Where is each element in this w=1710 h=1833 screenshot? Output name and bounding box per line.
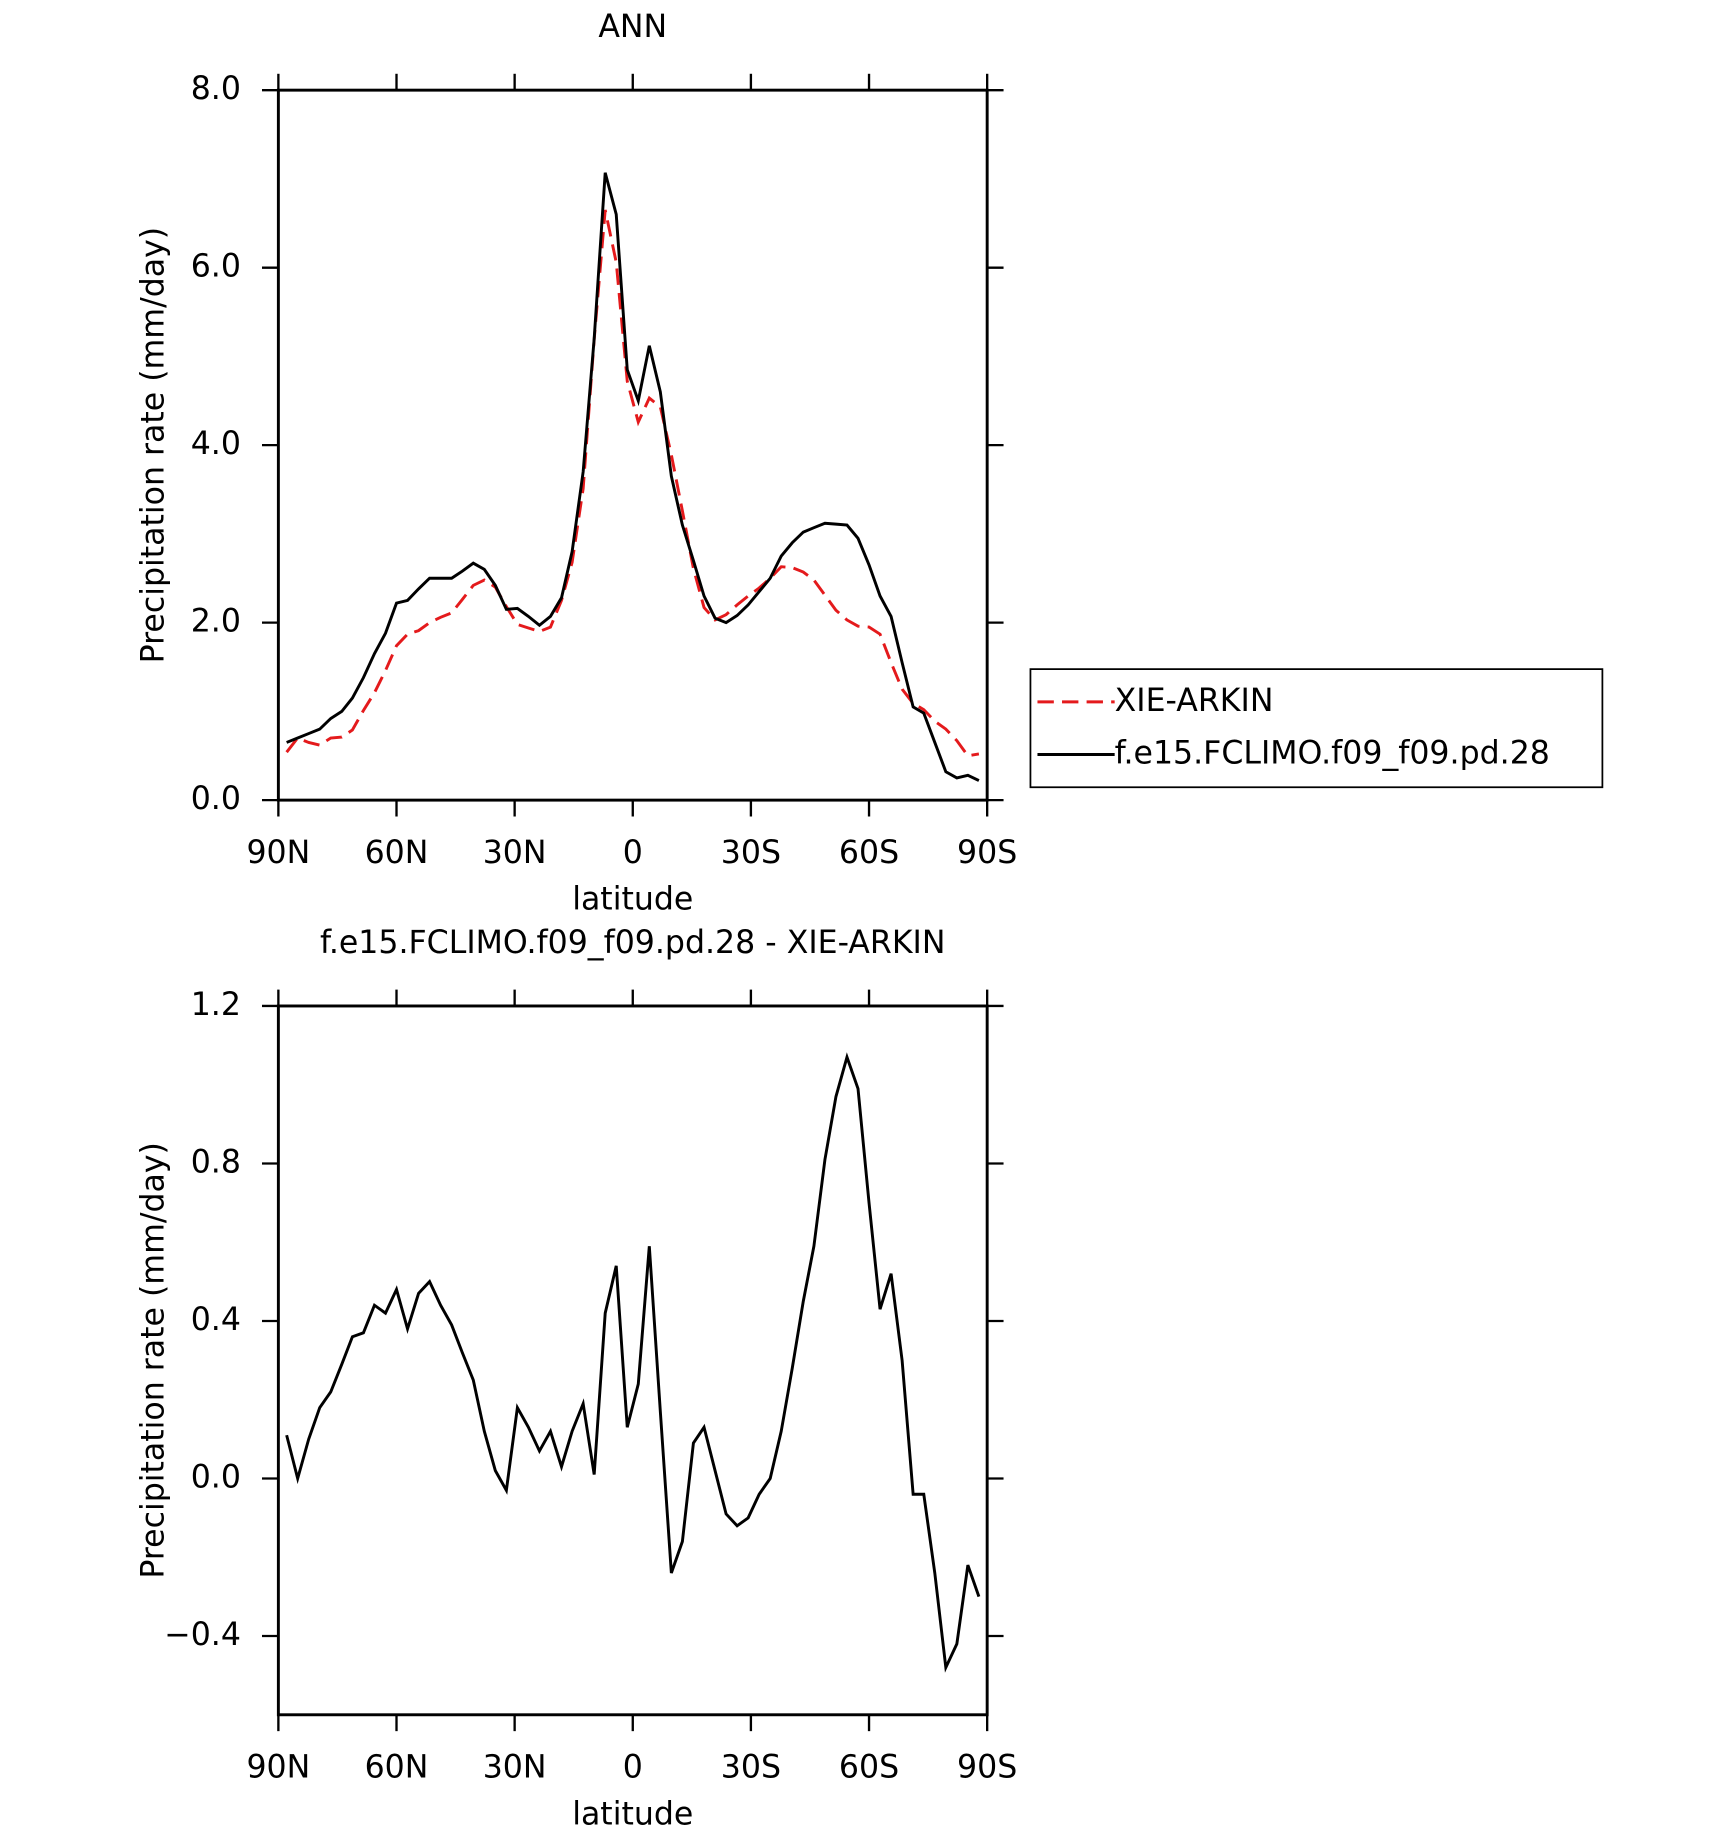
x-tick-label: 90S: [957, 835, 1017, 871]
chart-title: ANN: [598, 9, 667, 45]
data-line: [286, 172, 980, 782]
x-axis-label: latitude: [572, 882, 693, 918]
x-tick-label: 0: [623, 835, 643, 871]
y-tick-label: 0.8: [191, 1144, 241, 1180]
y-axis-label: Precipitation rate (mm/day): [135, 1142, 171, 1578]
x-tick-label: 30S: [721, 1750, 781, 1786]
x-tick-label: 60N: [365, 835, 429, 871]
data-line: [285, 209, 980, 758]
y-tick-label: 2.0: [191, 604, 241, 640]
x-tick-label: 60N: [365, 1750, 429, 1786]
x-tick-label: 30N: [483, 835, 547, 871]
y-tick-label: 1.2: [191, 987, 241, 1023]
y-tick-label: 8.0: [191, 71, 241, 107]
legend-box: [1029, 668, 1604, 789]
x-tick-label: 30N: [483, 1750, 547, 1786]
plot-frame: [276, 88, 989, 802]
x-tick-label: 90N: [246, 835, 310, 871]
chart-title: f.e15.FCLIMO.f09_f09.pd.28 - XIE-ARKIN: [320, 925, 945, 961]
data-line: [285, 1052, 981, 1673]
y-tick-label: 0.0: [191, 1460, 241, 1496]
y-tick-label: −0.4: [164, 1617, 241, 1653]
legend-label: f.e15.FCLIMO.f09_f09.pd.28: [1115, 736, 1550, 772]
x-tick-label: 60S: [839, 835, 899, 871]
y-tick-label: 4.0: [191, 426, 241, 462]
x-tick-label: 60S: [839, 1750, 899, 1786]
y-tick-label: 6.0: [191, 249, 241, 285]
x-tick-label: 90S: [957, 1750, 1017, 1786]
plot-frame: [276, 1004, 989, 1717]
x-tick-label: 90N: [246, 1750, 310, 1786]
x-tick-label: 30S: [721, 835, 781, 871]
y-axis-label: Precipitation rate (mm/day): [135, 227, 171, 663]
x-tick-label: 0: [623, 1750, 643, 1786]
x-axis-label: latitude: [572, 1796, 693, 1832]
y-tick-label: 0.4: [191, 1302, 241, 1338]
y-tick-label: 0.0: [191, 781, 241, 817]
legend-label: XIE-ARKIN: [1115, 683, 1274, 719]
